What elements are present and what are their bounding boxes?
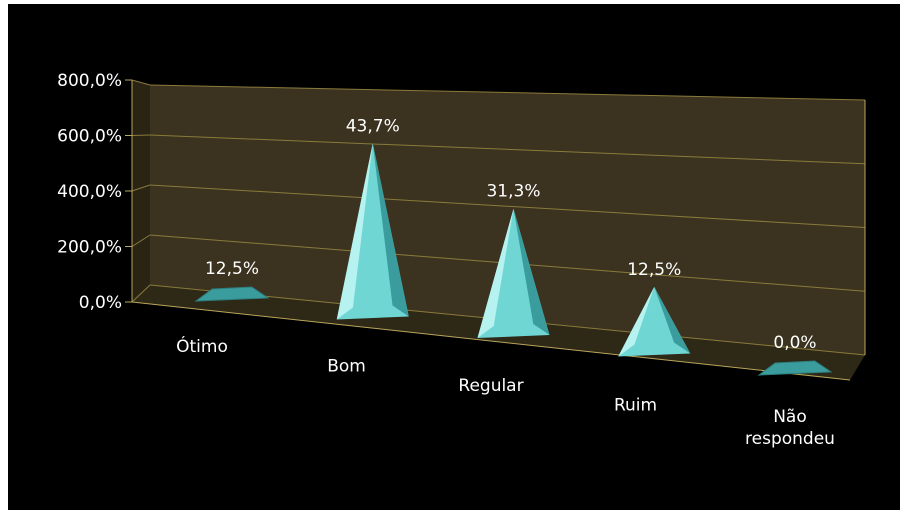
- pyramid-right-face: [372, 143, 409, 317]
- gridline: [149, 184, 866, 228]
- data-label: 12,5%: [627, 260, 681, 280]
- pyramid-base: [194, 286, 270, 302]
- pyramid-left-face: [336, 143, 373, 320]
- x-tick-label: Ótimo: [176, 335, 228, 357]
- data-labels: 12,5% 43,7% 31,3% 12,5% 0,0%: [205, 116, 817, 352]
- gridline-side: [131, 184, 151, 192]
- gridline: [149, 84, 866, 101]
- data-label: 31,3%: [486, 182, 540, 202]
- y-tick-label: 600,0%: [57, 127, 122, 147]
- pyramids: [194, 143, 833, 376]
- pyramid-left-face: [618, 286, 655, 357]
- x-tick-label: Não: [773, 407, 807, 427]
- data-label: 43,7%: [346, 116, 400, 136]
- pyramid-bar: [336, 143, 409, 320]
- gridline: [149, 134, 866, 165]
- x-axis-line: [131, 301, 851, 381]
- side-wall: [132, 80, 150, 302]
- gridline-side: [131, 284, 151, 303]
- x-tick-label: Regular: [458, 376, 523, 396]
- pyramid-bar: [477, 208, 550, 338]
- y-tick-label: 0,0%: [79, 293, 122, 313]
- back-wall: [150, 85, 865, 355]
- pyramid-right-face: [654, 286, 691, 354]
- pyramid-left-face: [477, 208, 514, 338]
- gridline-side: [131, 79, 151, 86]
- gridlines: [125, 79, 866, 381]
- pyramid-base: [757, 360, 833, 376]
- pyramid-right-face: [513, 208, 550, 335]
- x-tick-label: Bom: [327, 357, 366, 377]
- y-tick-label: 400,0%: [57, 182, 122, 202]
- x-tick-label: respondeu: [745, 429, 835, 449]
- pyramid-bar: [618, 286, 691, 357]
- y-tick-label: 200,0%: [57, 238, 122, 258]
- pyramid-bar: [194, 286, 270, 302]
- y-axis-ticks: 0,0% 200,0% 400,0% 600,0% 800,0%: [57, 71, 122, 313]
- pyramid-bar: [757, 360, 833, 376]
- x-tick-label: Ruim: [614, 396, 657, 416]
- y-tick-label: 800,0%: [57, 71, 122, 91]
- gridline-side: [131, 234, 151, 247]
- data-label: 0,0%: [773, 333, 816, 353]
- gridline-side: [131, 134, 151, 136]
- data-label: 12,5%: [205, 259, 259, 279]
